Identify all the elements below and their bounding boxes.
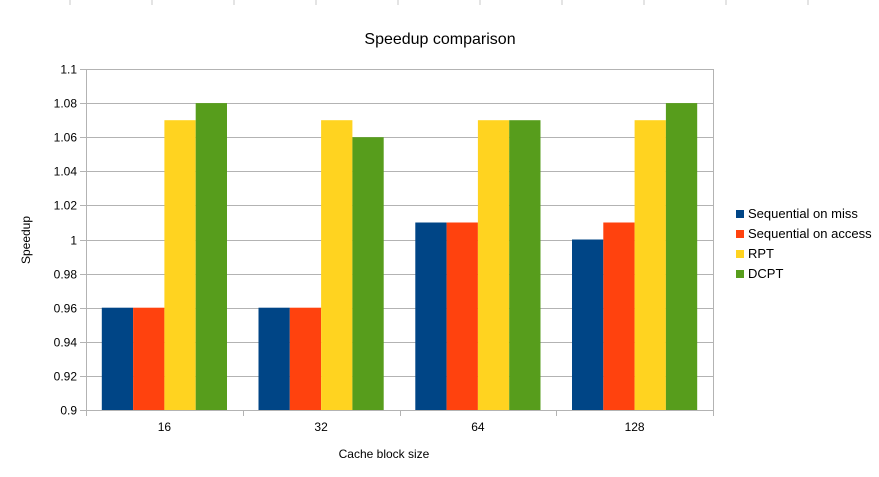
bar bbox=[164, 120, 196, 410]
y-tick-label: 1.06 bbox=[54, 131, 78, 145]
legend-swatch bbox=[736, 210, 744, 218]
x-tick-labels: 16 32 64 128 bbox=[158, 420, 645, 434]
x-tick-label: 128 bbox=[625, 420, 645, 434]
bars bbox=[101, 103, 698, 410]
y-tick-label: 0.92 bbox=[54, 370, 78, 384]
legend-swatch bbox=[736, 230, 744, 238]
top-edge-ticks bbox=[69, 0, 809, 5]
bar bbox=[101, 307, 134, 410]
y-axis-title: Speedup bbox=[19, 216, 33, 264]
bar bbox=[289, 307, 322, 410]
bar bbox=[258, 307, 290, 410]
legend-swatch bbox=[736, 250, 744, 258]
y-tick-labels: 0.9 0.92 0.94 0.96 0.98 1 1.02 1.04 1.06 1.08 1.1 bbox=[54, 63, 78, 418]
legend-swatch bbox=[736, 270, 744, 278]
legend-label: Sequential on access bbox=[748, 226, 872, 241]
axes bbox=[80, 69, 714, 416]
y-tick-label: 0.9 bbox=[60, 404, 77, 418]
bar bbox=[415, 222, 447, 410]
bar bbox=[603, 222, 635, 410]
x-tick-label: 16 bbox=[158, 420, 172, 434]
y-tick-label: 0.98 bbox=[54, 268, 78, 282]
legend: Sequential on miss Sequential on access RP… bbox=[736, 206, 872, 281]
chart-title: Speedup comparison bbox=[364, 31, 515, 48]
y-tick-label: 1.08 bbox=[54, 97, 78, 111]
bar bbox=[321, 120, 353, 410]
x-tick-label: 64 bbox=[471, 420, 485, 434]
y-tick-label: 1 bbox=[70, 234, 77, 248]
bar bbox=[509, 120, 541, 410]
bar bbox=[665, 103, 698, 410]
bar bbox=[195, 103, 227, 410]
legend-label: RPT bbox=[748, 246, 774, 261]
bar bbox=[477, 120, 510, 410]
bar bbox=[572, 239, 604, 410]
bar bbox=[446, 222, 478, 410]
bar bbox=[352, 137, 384, 410]
legend-label: DCPT bbox=[748, 266, 783, 281]
x-tick-label: 32 bbox=[314, 420, 328, 434]
legend-label: Sequential on miss bbox=[748, 206, 858, 221]
bar bbox=[133, 307, 165, 410]
y-tick-label: 1.02 bbox=[54, 199, 78, 213]
x-axis-title: Cache block size bbox=[339, 447, 430, 461]
y-tick-label: 0.96 bbox=[54, 302, 78, 316]
bar bbox=[634, 120, 666, 410]
y-tick-label: 1.04 bbox=[54, 165, 78, 179]
y-tick-label: 1.1 bbox=[60, 63, 77, 77]
y-tick-label: 0.94 bbox=[54, 336, 78, 350]
